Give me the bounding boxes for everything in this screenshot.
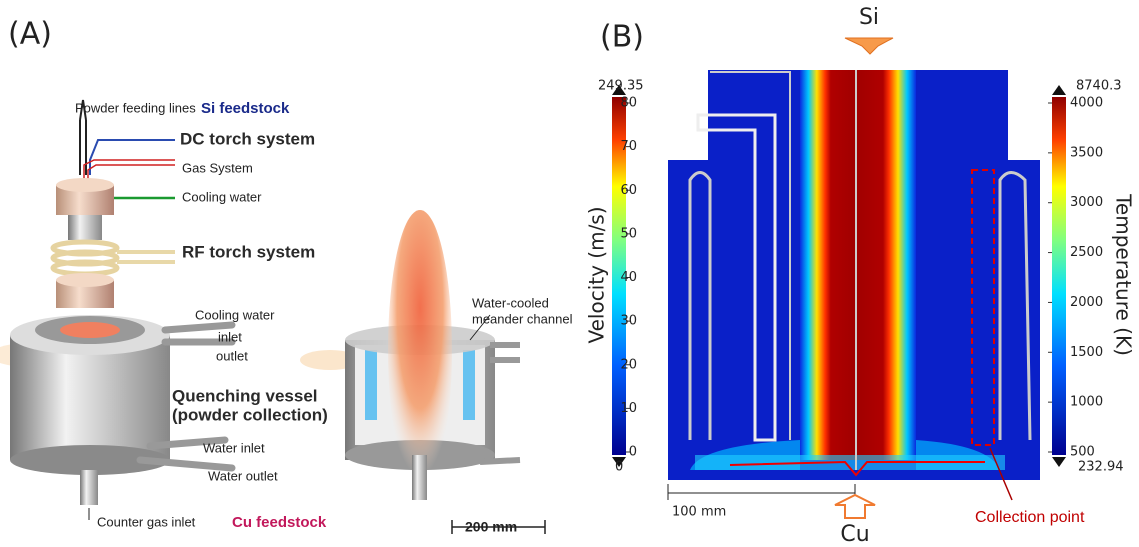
max-label: 249.35 (598, 79, 644, 94)
label: outlet (216, 348, 248, 363)
tick-label: 70 (620, 139, 637, 154)
tick-label: 60 (620, 183, 637, 198)
simulation (612, 37, 1066, 519)
inlet-label: Si (859, 5, 879, 30)
label: DC torch system (180, 129, 315, 148)
label: Quenching vessel (172, 386, 318, 405)
label: (powder collection) (172, 405, 328, 424)
scale-label: 100 mm (672, 505, 726, 520)
tick-label: 30 (620, 314, 637, 329)
inlet-label: Cu (840, 522, 869, 547)
tick-label: 50 (620, 226, 637, 241)
min-label: 0 (615, 460, 623, 475)
annotation: Collection point (975, 509, 1085, 526)
tick-label: 40 (620, 270, 637, 285)
min-label: 232.94 (1078, 460, 1124, 475)
max-label: 8740.3 (1076, 79, 1122, 94)
label: Powder feeding lines (75, 100, 196, 115)
scale-label: 200 mm (465, 519, 517, 535)
tick-label: 2000 (1070, 295, 1103, 310)
label: Cooling water (182, 189, 262, 204)
tick-label: 10 (620, 401, 637, 416)
tick-label: 0 (629, 445, 637, 460)
axis-title: Temperature (K) (1112, 193, 1136, 356)
tick-label: 3500 (1070, 145, 1103, 160)
tick-label: 500 (1070, 445, 1095, 460)
label: inlet (218, 329, 242, 344)
label: Cu feedstock (232, 514, 327, 531)
label: Water outlet (208, 468, 278, 483)
tick-label: 3000 (1070, 195, 1103, 210)
label: Gas System (182, 160, 253, 175)
apparatus (0, 99, 236, 520)
label: Cooling water (195, 307, 275, 322)
label: Water-cooled (472, 295, 549, 310)
tick-label: 2500 (1070, 245, 1103, 260)
tick-label: 80 (620, 96, 637, 111)
panel-label: (A) (8, 17, 52, 52)
tick-label: 20 (620, 357, 637, 372)
vessel-section (300, 210, 546, 534)
tick-label: 1000 (1070, 395, 1103, 410)
label: Counter gas inlet (97, 514, 196, 529)
tick-label: 1500 (1070, 345, 1103, 360)
tick-label: 4000 (1070, 96, 1103, 111)
label: meander channel (472, 311, 573, 326)
panel-label: (B) (600, 20, 644, 55)
axis-title: Velocity (m/s) (585, 206, 609, 343)
label: RF torch system (182, 242, 315, 261)
label: Si feedstock (201, 100, 290, 117)
label: Water inlet (203, 440, 265, 455)
